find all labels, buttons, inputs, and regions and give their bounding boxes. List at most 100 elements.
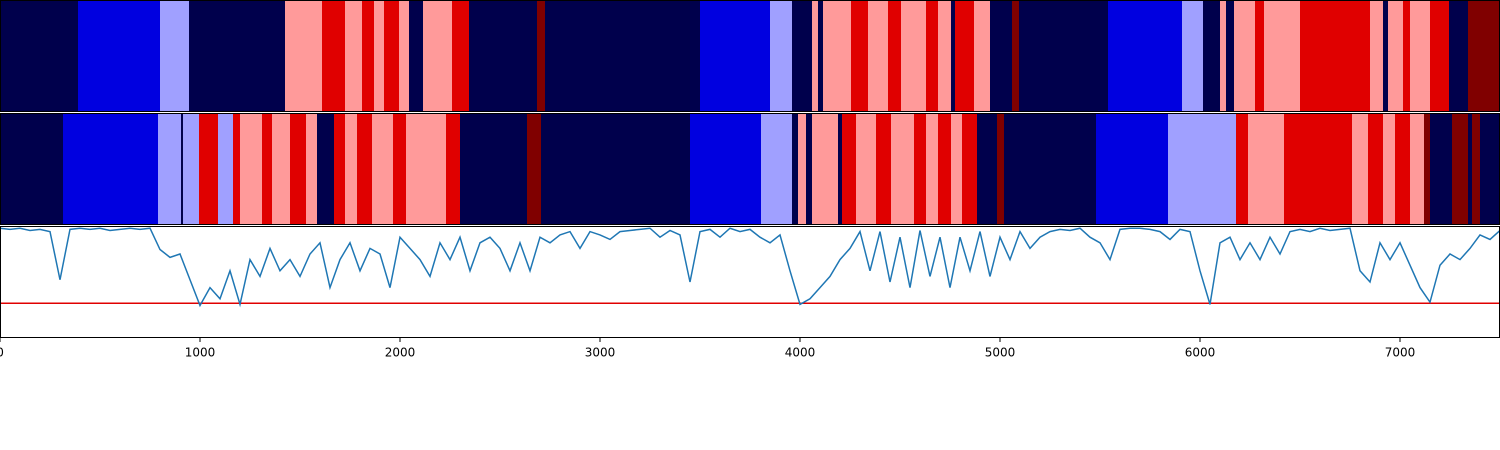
x-tick-label: 2000	[385, 346, 416, 360]
segment	[798, 113, 806, 225]
segment	[690, 113, 761, 225]
segment	[1248, 113, 1284, 225]
segment	[1430, 113, 1452, 225]
segment	[1403, 0, 1410, 112]
segment	[1472, 113, 1480, 225]
segment	[199, 113, 218, 225]
segment	[272, 113, 290, 225]
segment	[1096, 113, 1168, 225]
segment	[290, 113, 306, 225]
segment	[160, 0, 189, 112]
segment	[469, 0, 537, 112]
segment	[977, 113, 997, 225]
x-tick-label: 6000	[1185, 346, 1216, 360]
segment	[1468, 0, 1500, 112]
segment	[1410, 0, 1430, 112]
segment	[240, 113, 262, 225]
segment	[345, 0, 362, 112]
segment	[0, 0, 78, 112]
segment	[1480, 113, 1500, 225]
segment	[393, 113, 406, 225]
segment	[409, 0, 423, 112]
segment	[962, 113, 977, 225]
segment	[1468, 113, 1472, 225]
segment	[384, 0, 399, 112]
segment	[891, 113, 914, 225]
segment	[78, 0, 160, 112]
segment	[423, 0, 452, 112]
segment	[792, 113, 798, 225]
x-tick-label: 1000	[185, 346, 216, 360]
x-tick-label: 4000	[785, 346, 816, 360]
segment	[1012, 0, 1019, 112]
segment	[372, 113, 393, 225]
segment	[876, 113, 891, 225]
segment	[334, 113, 345, 225]
segment	[1383, 0, 1388, 112]
segment	[306, 113, 317, 225]
x-tick-label: 5000	[985, 346, 1016, 360]
segment	[955, 0, 974, 112]
segment	[1264, 0, 1300, 112]
segment	[1395, 113, 1410, 225]
segment	[926, 113, 938, 225]
segment	[901, 0, 926, 112]
segment	[1383, 113, 1395, 225]
segment	[446, 113, 460, 225]
segment	[700, 0, 770, 112]
segment	[537, 0, 545, 112]
segment	[460, 113, 527, 225]
segment	[926, 0, 938, 112]
segment	[1220, 0, 1226, 112]
segment	[374, 0, 384, 112]
data-line	[0, 227, 1500, 308]
segment	[1236, 113, 1248, 225]
segment	[842, 113, 856, 225]
segment	[914, 113, 926, 225]
segment	[997, 113, 1004, 225]
segment	[406, 113, 446, 225]
segment	[990, 0, 1012, 112]
segment	[357, 113, 372, 225]
segment	[262, 113, 272, 225]
segment	[951, 0, 955, 112]
segment	[399, 0, 409, 112]
segment	[851, 0, 868, 112]
segment	[545, 0, 700, 112]
segment	[1203, 0, 1220, 112]
segment	[761, 113, 792, 225]
segment	[189, 0, 285, 112]
segment	[838, 113, 842, 225]
x-tick-label: 7000	[1385, 346, 1416, 360]
segment	[856, 113, 876, 225]
segment	[541, 113, 690, 225]
x-tick-label: 0	[0, 346, 4, 360]
segment	[218, 113, 233, 225]
segment	[938, 0, 951, 112]
segment	[868, 0, 888, 112]
segment	[233, 113, 240, 225]
segment	[183, 113, 199, 225]
segment	[792, 0, 812, 112]
segment	[362, 0, 374, 112]
segment	[1284, 113, 1352, 225]
segment	[1108, 0, 1182, 112]
segment	[974, 0, 990, 112]
segment	[938, 113, 951, 225]
segment	[1182, 0, 1203, 112]
x-tick-label: 3000	[585, 346, 616, 360]
segment	[317, 113, 334, 225]
segment	[806, 113, 812, 225]
segment	[1370, 0, 1383, 112]
segment	[1019, 0, 1108, 112]
segment	[1430, 0, 1449, 112]
segment	[818, 0, 823, 112]
segment	[345, 113, 357, 225]
segment	[770, 0, 792, 112]
segment	[951, 113, 962, 225]
segment	[1226, 0, 1234, 112]
segment	[1234, 0, 1255, 112]
segment	[1300, 0, 1370, 112]
segment	[63, 113, 158, 225]
